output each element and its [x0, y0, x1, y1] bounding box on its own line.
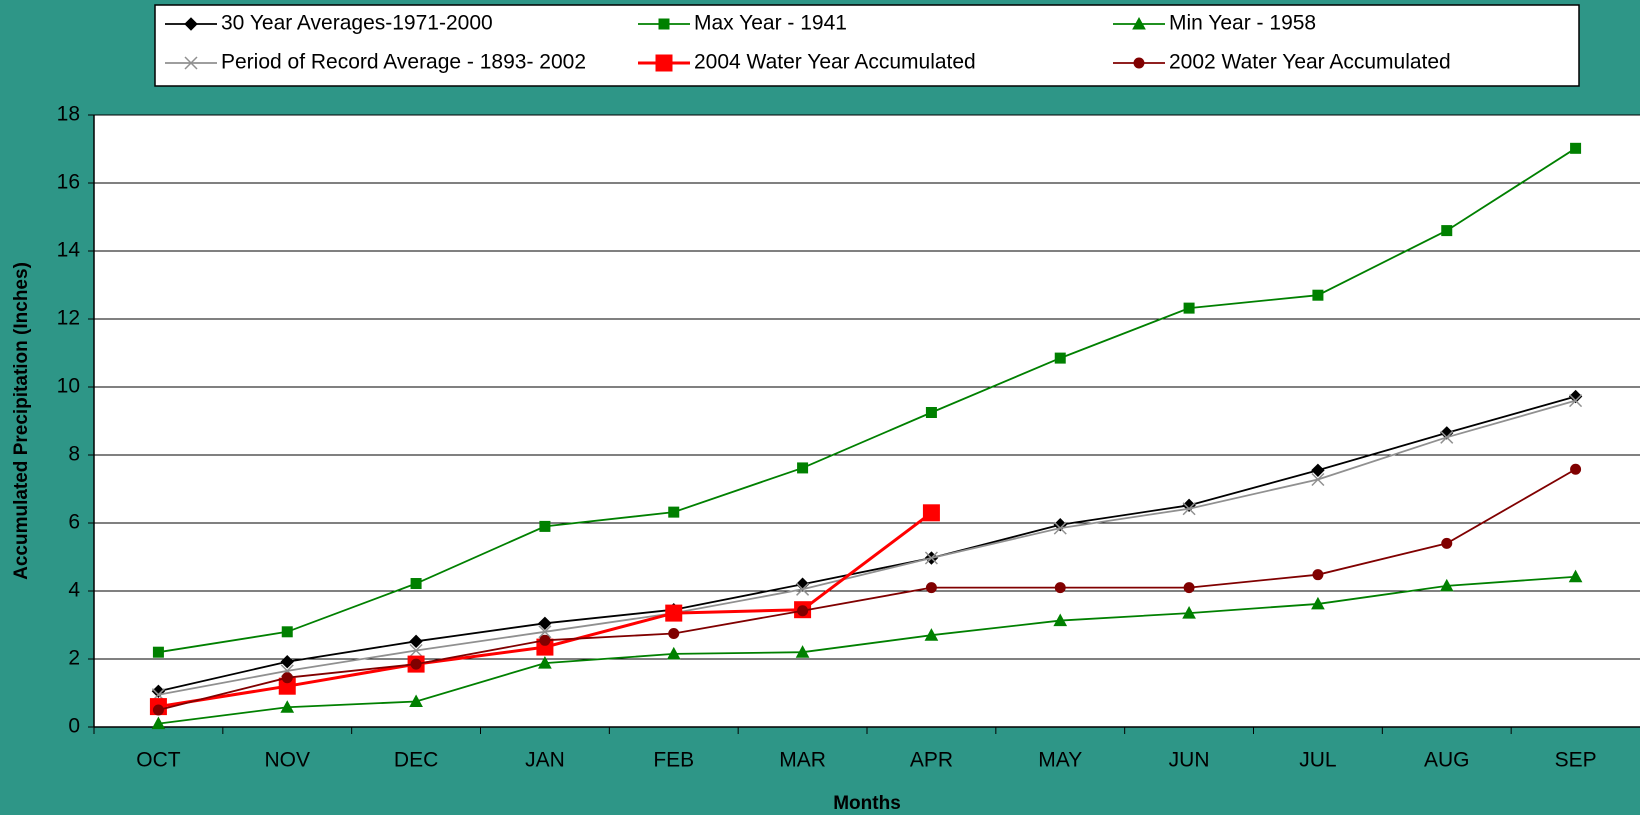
marker: [1311, 472, 1325, 487]
marker: [1053, 613, 1068, 627]
marker: [1441, 537, 1453, 549]
marker: [795, 645, 810, 658]
marker: [280, 655, 294, 669]
y-tick-label: 8: [68, 443, 80, 466]
y-tick-label: 18: [57, 103, 80, 126]
marker: [1568, 389, 1583, 404]
marker: [924, 551, 938, 565]
series-line: [158, 147, 1577, 654]
x-tick-label: DEC: [394, 749, 438, 772]
marker: [796, 582, 810, 596]
marker: [1570, 463, 1582, 475]
y-axis-title: Accumulated Precipitation (Inches): [11, 262, 32, 580]
y-tick-label: 14: [57, 239, 81, 262]
y-tick-label: 4: [68, 579, 80, 602]
marker: [797, 462, 809, 474]
marker: [668, 628, 680, 639]
y-tick-label: 10: [57, 375, 80, 398]
marker: [409, 634, 423, 649]
y-tick-label: 0: [68, 715, 80, 738]
series-line: [158, 575, 1576, 725]
marker: [1183, 582, 1195, 594]
marker: [1441, 225, 1453, 237]
legend-label: 2002 Water Year Accumulated: [1169, 51, 1451, 74]
legend-marker: [655, 54, 673, 72]
x-tick-label: OCT: [136, 749, 181, 772]
marker: [410, 658, 422, 670]
legend-marker: [1133, 57, 1145, 69]
marker: [280, 700, 295, 713]
marker: [281, 672, 293, 684]
plot-area: [94, 115, 1640, 727]
x-tick-label: MAR: [779, 749, 826, 772]
marker: [665, 604, 683, 622]
marker: [538, 656, 552, 669]
legend-marker: [1132, 16, 1146, 30]
x-tick-label: AUG: [1424, 749, 1470, 772]
marker: [925, 582, 937, 594]
x-tick-label: JUL: [1299, 749, 1336, 772]
y-tick-label: 2: [68, 647, 80, 670]
marker: [1053, 521, 1067, 535]
x-tick-label: FEB: [653, 749, 694, 772]
marker: [1054, 582, 1066, 594]
marker: [539, 520, 551, 532]
marker: [1439, 578, 1454, 592]
y-tick-label: 16: [57, 171, 80, 194]
marker: [1183, 302, 1195, 314]
series-line: [158, 399, 1576, 696]
y-tick-label: 12: [57, 307, 80, 330]
x-tick-label: JAN: [525, 749, 565, 772]
legend-box: [154, 4, 1580, 87]
marker: [922, 504, 940, 522]
x-tick-label: NOV: [264, 749, 310, 772]
series-line: [158, 468, 1577, 711]
legend-marker: [658, 18, 670, 30]
x-tick-label: JUN: [1169, 749, 1210, 772]
marker: [1570, 142, 1582, 154]
x-tick-label: APR: [910, 749, 953, 772]
marker: [1182, 606, 1196, 619]
x-tick-label: SEP: [1555, 749, 1597, 772]
marker: [1311, 463, 1325, 478]
marker: [409, 694, 423, 707]
marker: [152, 704, 164, 716]
marker: [1054, 352, 1066, 364]
marker: [538, 625, 552, 639]
legend-label: Max Year - 1941: [694, 12, 847, 35]
marker: [1182, 502, 1196, 516]
marker: [924, 628, 939, 641]
marker: [410, 578, 422, 590]
marker: [281, 626, 293, 638]
marker: [539, 634, 551, 646]
marker: [538, 616, 552, 631]
marker: [797, 605, 809, 617]
marker: [1440, 430, 1454, 444]
marker: [409, 643, 423, 658]
y-tick-label: 6: [68, 511, 80, 534]
marker: [1568, 569, 1583, 583]
x-tick-label: MAY: [1038, 749, 1082, 772]
legend-marker: [184, 17, 198, 31]
marker: [152, 646, 164, 658]
series-line: [158, 395, 1576, 693]
marker: [666, 646, 681, 660]
marker: [1312, 569, 1324, 581]
marker: [925, 407, 937, 418]
marker: [668, 506, 680, 518]
legend-marker: [184, 56, 198, 70]
legend-label: Min Year - 1958: [1169, 12, 1316, 35]
marker: [151, 716, 166, 730]
legend-label: 30 Year Averages-1971-2000: [221, 12, 493, 35]
legend-label: 2004 Water Year Accumulated: [694, 51, 976, 74]
marker: [1569, 394, 1583, 408]
legend-label: Period of Record Average - 1893- 2002: [221, 51, 586, 74]
marker: [1311, 596, 1325, 610]
marker: [1312, 289, 1324, 301]
x-axis-title: Months: [833, 793, 901, 814]
